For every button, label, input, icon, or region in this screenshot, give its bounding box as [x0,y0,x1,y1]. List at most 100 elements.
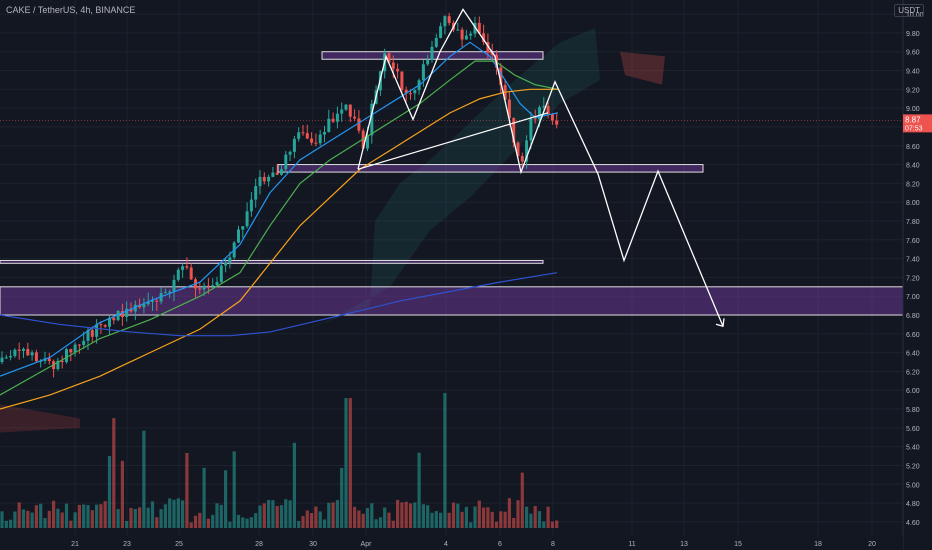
candle-body [335,113,339,122]
volume-bar [120,460,124,528]
candle-body [460,29,464,40]
candle-body [348,104,352,117]
candle-body [507,99,511,119]
candle-body [22,348,25,351]
candle-body [73,344,77,353]
volume-bar [525,506,529,528]
candle-body [120,311,124,318]
candle-body [26,348,30,356]
price-tick-label: 5.20 [906,463,920,470]
candle-body [271,172,275,177]
volume-bar [30,512,34,528]
symbol-title[interactable]: CAKE / TetherUS, 4h, BINANCE [6,5,136,15]
volume-bar [314,506,318,528]
candle-body [211,285,215,287]
candle-body [202,285,206,290]
candle-body [542,106,546,108]
price-tick-label: 8.20 [906,181,920,188]
candle-body [301,132,305,134]
price-axis-panel[interactable] [903,0,932,550]
candle-body [477,22,481,34]
volume-bar [331,502,335,528]
ema-slow-line [0,88,558,410]
candle-body [490,52,494,55]
candle-body [550,114,554,121]
candle-body [262,176,266,182]
candle-body [387,53,391,63]
candle-body [47,358,51,362]
volume-bar [537,511,542,528]
price-zone [277,164,704,173]
candle-body [176,269,180,280]
candle-body [499,67,503,85]
volume-bar [297,520,301,528]
price-tick-label: 7.20 [906,275,920,282]
volume-bar [258,505,262,528]
candle-body [69,349,73,353]
candle-body [254,186,258,200]
volume-bar [318,511,322,528]
candle-body [275,172,279,175]
candle-body [516,142,520,157]
candle-body [142,304,146,308]
volume-bar [125,520,129,528]
candle-body [9,355,13,358]
candle-body [366,135,369,149]
candle-body [125,308,129,318]
time-axis-panel[interactable] [0,536,903,550]
volume-bar [116,509,120,528]
projection-pattern [357,8,725,328]
candle-body [99,324,103,326]
volume-bar [322,519,327,528]
candle-body [30,352,34,356]
candle-body [482,33,486,43]
candle-body [529,118,533,141]
price-tick-label: 4.80 [906,501,920,508]
candle-body [17,349,21,351]
price-tick-label: 9.40 [906,69,920,76]
volume-bar [555,520,559,528]
candle-body [546,106,550,115]
volume-bar [17,502,21,528]
candle-body [82,340,86,346]
candle-body [249,199,253,212]
price-tick-label: 9.60 [906,50,920,57]
volume-bar [47,510,51,528]
volume-bar [275,505,279,528]
quote-currency[interactable]: USDT [894,4,924,17]
volume-bar [206,518,210,528]
volume-bar [236,514,241,528]
volume-bar [460,511,464,528]
cloud-bear [620,51,665,85]
candle-body [198,288,202,290]
candle-body [34,352,38,362]
volume-bar [9,519,13,528]
candle-body [413,90,417,94]
candle-body [520,156,524,162]
volume-bar [198,512,202,528]
volume-bar [60,512,64,528]
time-tick-label: 25 [175,541,183,548]
candle-body [267,176,271,182]
volume-bar [546,506,550,528]
volume-bar [383,507,387,528]
current-price-value: 8.87 [905,115,921,124]
volume-bar [288,500,292,528]
candle-body [464,35,468,40]
candle-body [56,360,60,370]
ema-mid-line [0,60,559,396]
price-tick-label: 9.80 [906,31,920,38]
price-tick-label: 6.20 [906,369,920,376]
price-tick-label: 7.80 [906,219,920,226]
volume-bar [482,507,486,528]
volume-bar [241,517,245,528]
volume-bar [417,452,421,528]
volume-bar [133,508,137,528]
price-tick-label: 7.60 [906,238,920,245]
volume-bar [142,430,146,528]
volume-bar [189,522,193,528]
volume-bar [507,498,511,528]
current-price-label: 8.87 07:53 [903,114,932,133]
time-axis: 21 23 25 28 30 Apr 4 6 8 11 13 15 18 20 [71,541,876,548]
